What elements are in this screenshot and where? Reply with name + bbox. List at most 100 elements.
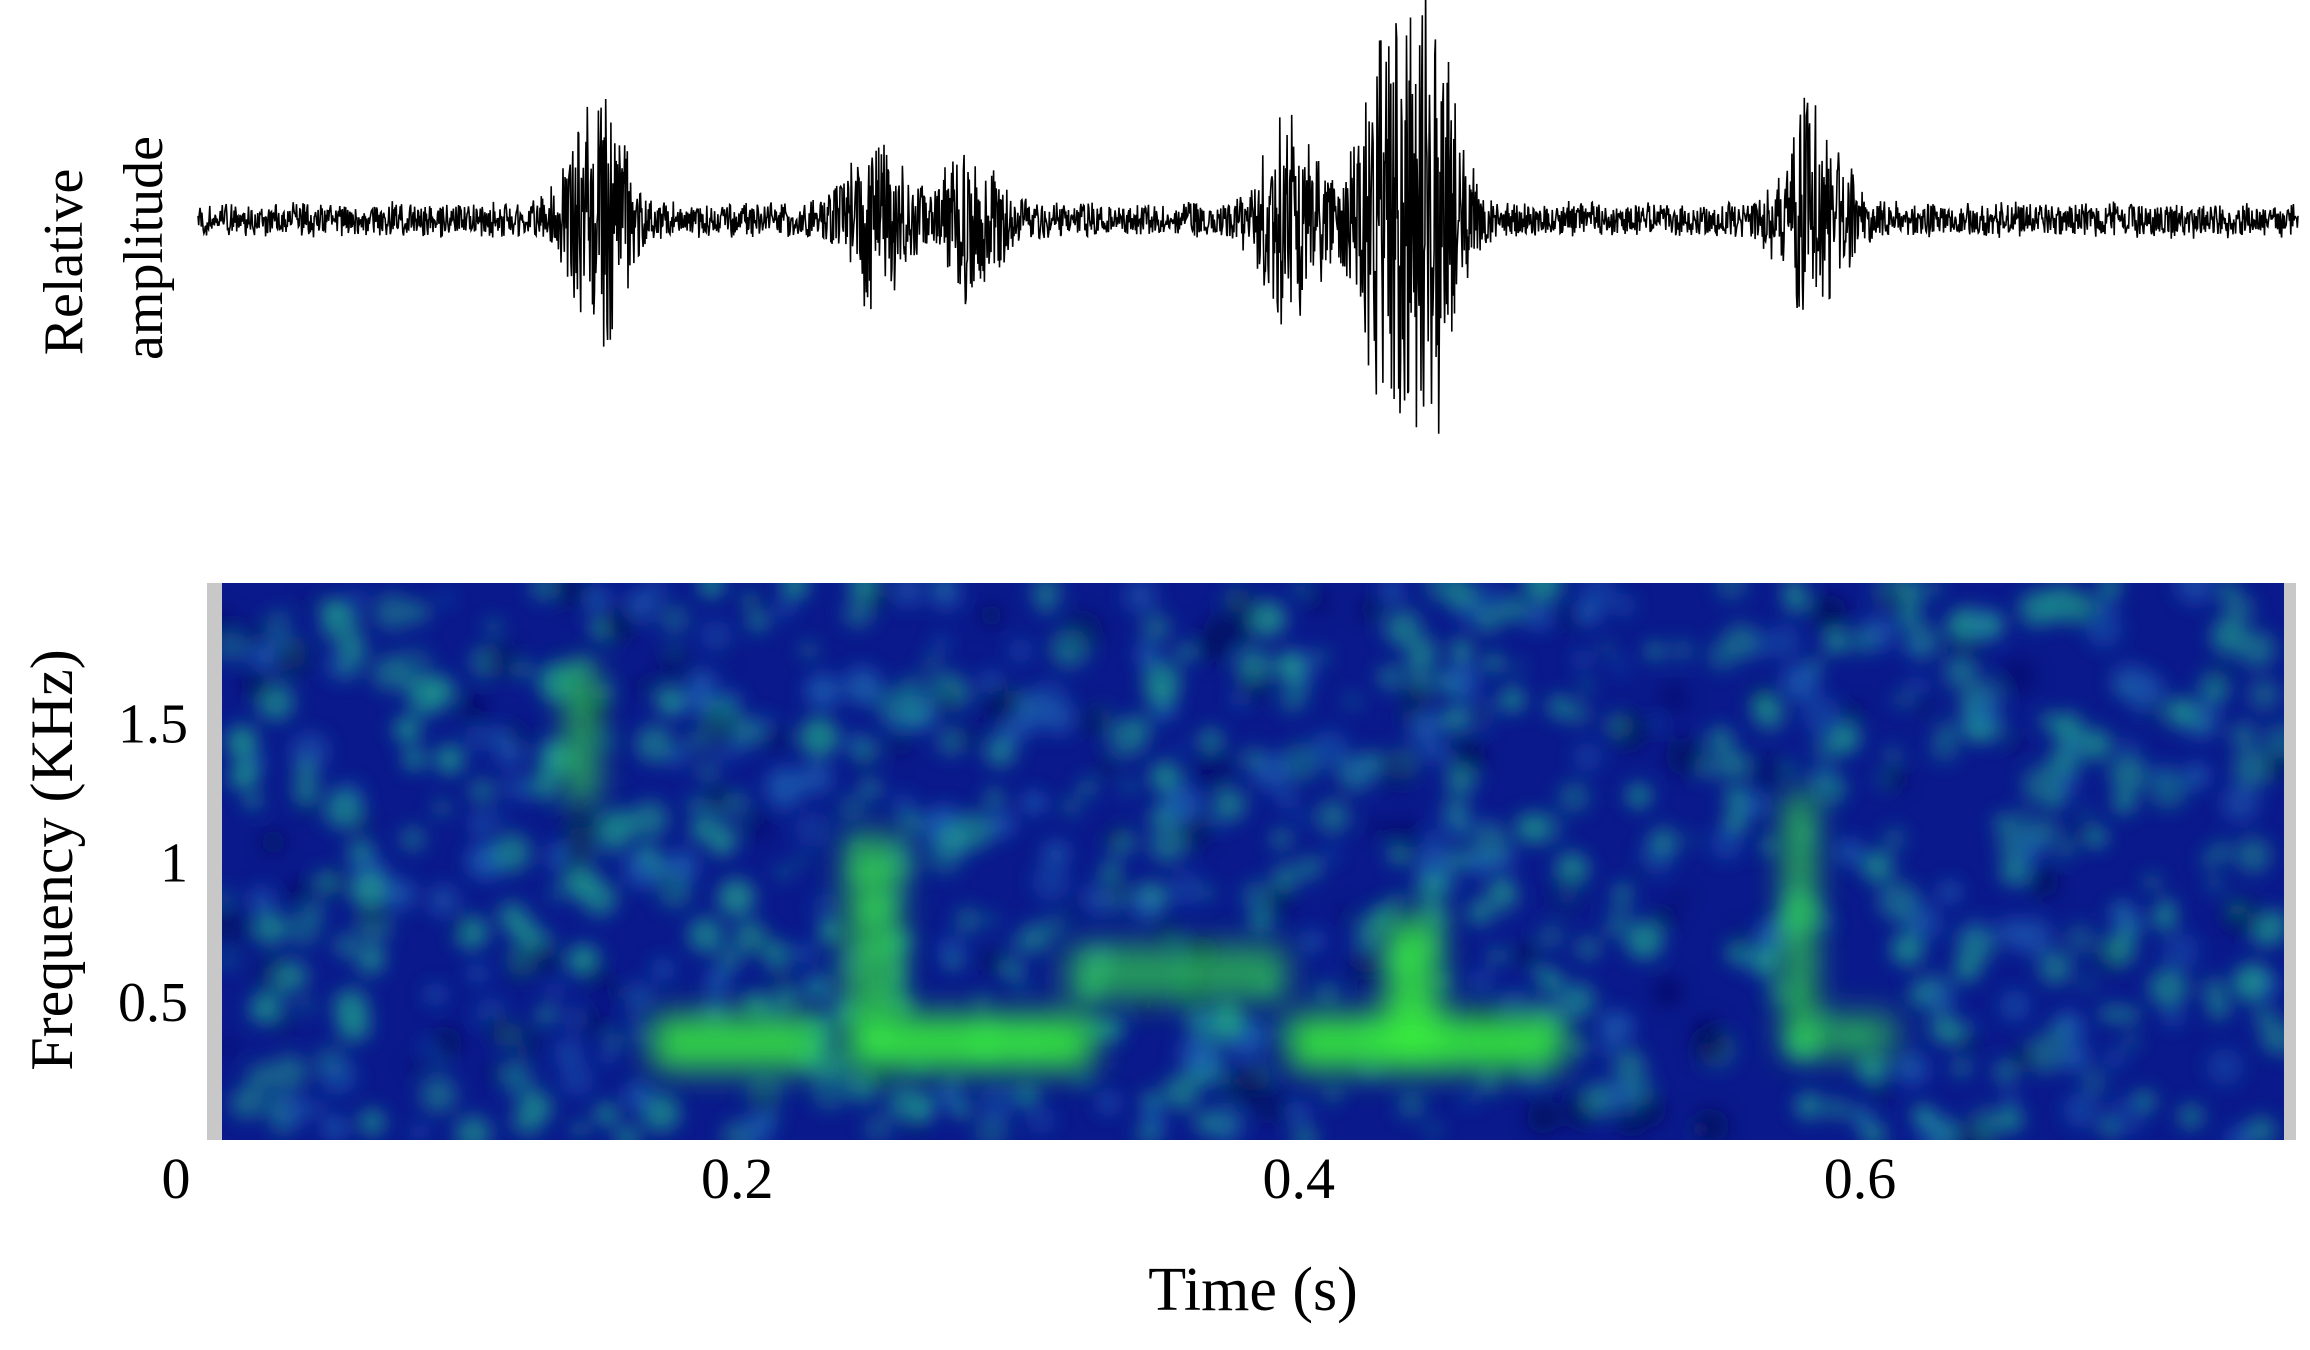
spectrogram-noise-blob xyxy=(1455,600,1482,627)
spectrogram-noise-blob xyxy=(1292,1125,1318,1140)
spectrogram-noise-blob xyxy=(484,1063,503,1082)
spectrogram-right-edge xyxy=(2282,583,2296,1140)
spectrogram-noise-blob xyxy=(1561,982,1597,1017)
spectrogram-noise-blob xyxy=(492,833,532,873)
spectrogram-noise-blob xyxy=(1994,814,2011,831)
spectrogram-noise-blob xyxy=(1141,612,1171,643)
spectrogram-noise-blob xyxy=(651,861,668,878)
spectrogram-noise-blob xyxy=(739,807,775,843)
spectrogram-noise-blob xyxy=(1747,752,1786,791)
spectrogram-noise-blob xyxy=(1860,1121,1887,1140)
spectrogram-noise-blob xyxy=(933,689,961,716)
spectrogram-noise-blob xyxy=(1493,879,1515,901)
spectrogram-noise-blob xyxy=(954,906,982,934)
spectrogram-noise-blob xyxy=(1809,770,1847,808)
spectrogram-noise-blob xyxy=(1794,1091,1824,1121)
spectrogram-noise-blob xyxy=(1999,858,2027,886)
spectrogram-noise-blob xyxy=(482,641,520,679)
spectrogram-noise-blob xyxy=(664,849,699,884)
spectrogram-noise-blob xyxy=(1153,703,1171,721)
spectrogram-noise-blob xyxy=(1445,662,1480,696)
spectrogram-noise-blob xyxy=(572,1121,588,1137)
spectrogram-noise-blob xyxy=(1802,695,1841,735)
spectrogram-noise-blob xyxy=(2007,736,2024,752)
spectrogram-noise-blob xyxy=(321,1059,357,1095)
spectrogram-yticks: 0.5 1 1.5 xyxy=(118,693,188,1034)
spectrogram-noise-blob xyxy=(300,592,314,607)
spectrogram-noise-blob xyxy=(1766,624,1801,659)
spectrogram-noise-blob xyxy=(240,771,257,788)
spectrogram-noise-blob xyxy=(393,715,422,744)
spectrogram-noise-blob xyxy=(433,1059,446,1072)
spectrogram-noise-blob xyxy=(1890,932,1925,966)
spectrogram-noise-blob xyxy=(1220,1079,1240,1098)
spectrogram-noise-blob xyxy=(2261,1034,2276,1049)
spectrogram-noise-blob xyxy=(309,1098,328,1118)
spectrogram-noise-blob xyxy=(1065,899,1080,914)
spectrogram-noise-blob xyxy=(1220,797,1237,813)
spectrogram-noise-blob xyxy=(1107,717,1148,758)
spectrogram-noise-blob xyxy=(2256,974,2280,998)
spectrogram-noise-blob xyxy=(2210,618,2247,655)
spectrogram-noise-blob xyxy=(266,609,292,635)
spectrogram-noise-blob xyxy=(300,999,313,1012)
spectrogram-noise-blob xyxy=(851,736,879,764)
spectrogram-noise-blob xyxy=(932,634,950,653)
spectrogram-noise-blob xyxy=(1148,825,1187,864)
spectrogram-noise-blob xyxy=(495,737,525,767)
spectrogram-noise-blob xyxy=(434,1027,463,1056)
spectrogram-noise-blob xyxy=(470,813,492,835)
spectrogram-noise-blob xyxy=(1645,1091,1661,1108)
spectrogram-noise-blob xyxy=(955,723,983,751)
spectrogram-energy-band xyxy=(844,833,901,1015)
spectrogram-noise-blob xyxy=(553,1037,584,1068)
spectrogram-noise-blob xyxy=(936,935,967,966)
spectrogram-noise-blob xyxy=(794,854,809,869)
spectrogram-noise-blob xyxy=(2133,1089,2157,1113)
spectrogram-noise-blob xyxy=(1637,862,1651,876)
spectrogram-noise-blob xyxy=(1315,649,1329,663)
spectrogram-noise-blob xyxy=(2112,790,2137,815)
spectrogram-noise-blob xyxy=(2162,696,2195,729)
spectrogram-energy-band xyxy=(1066,945,1288,1001)
spectrogram-noise-blob xyxy=(1403,647,1435,680)
spectrogram-noise-blob xyxy=(2022,765,2062,805)
spectrogram-noise-blob xyxy=(2025,1034,2066,1074)
spectrogram-noise-blob xyxy=(1425,1122,1442,1138)
spectrogram-noise-blob xyxy=(271,1054,308,1091)
spectrogram-noise-blob xyxy=(530,583,557,601)
spectrogram-noise-blob xyxy=(637,843,659,865)
spectrogram-noise-blob xyxy=(1200,1019,1230,1049)
spectrogram-noise-blob xyxy=(1558,781,1590,813)
spectrogram-noise-blob xyxy=(1452,816,1472,835)
spectrogram-noise-blob xyxy=(222,631,247,663)
spectrogram-noise-blob xyxy=(1354,914,1386,947)
spectrogram-noise-blob xyxy=(685,732,705,753)
spectrogram-noise-blob xyxy=(1501,596,1528,623)
spectrogram-noise-blob xyxy=(268,961,301,993)
spectrogram-noise-blob xyxy=(2099,599,2117,618)
spectrogram-noise-blob xyxy=(949,1072,962,1085)
spectrogram-xtick-label: 0.6 xyxy=(1824,1146,1897,1211)
spectrogram-noise-blob xyxy=(244,791,262,810)
spectrogram-noise-blob xyxy=(838,794,866,822)
spectrogram-noise-blob xyxy=(1823,629,1849,654)
spectrogram-noise-blob xyxy=(1142,660,1182,700)
spectrogram-noise-blob xyxy=(1895,583,1923,601)
spectrogram-noise-blob xyxy=(2102,933,2136,967)
spectrogram-noise-blob xyxy=(1999,657,2037,695)
spectrogram-noise-blob xyxy=(1575,599,1602,626)
spectrogram-noise-blob xyxy=(427,884,460,917)
spectrogram-noise-blob xyxy=(1205,1104,1243,1140)
spectrogram-noise-blob xyxy=(974,994,990,1010)
spectrogram-noise-blob xyxy=(1522,583,1563,604)
spectrogram-noise-blob xyxy=(1547,694,1572,720)
spectrogram-noise-blob xyxy=(264,952,281,969)
spectrogram-noise-blob xyxy=(704,969,731,995)
spectrogram-noise-blob xyxy=(2248,678,2281,711)
spectrogram-noise-blob xyxy=(420,1076,458,1114)
spectrogram-noise-blob xyxy=(776,865,790,880)
spectrogram-left-edge xyxy=(207,583,223,1140)
spectrogram-noise-blob xyxy=(1201,886,1215,900)
spectrogram-noise-blob xyxy=(797,943,817,962)
